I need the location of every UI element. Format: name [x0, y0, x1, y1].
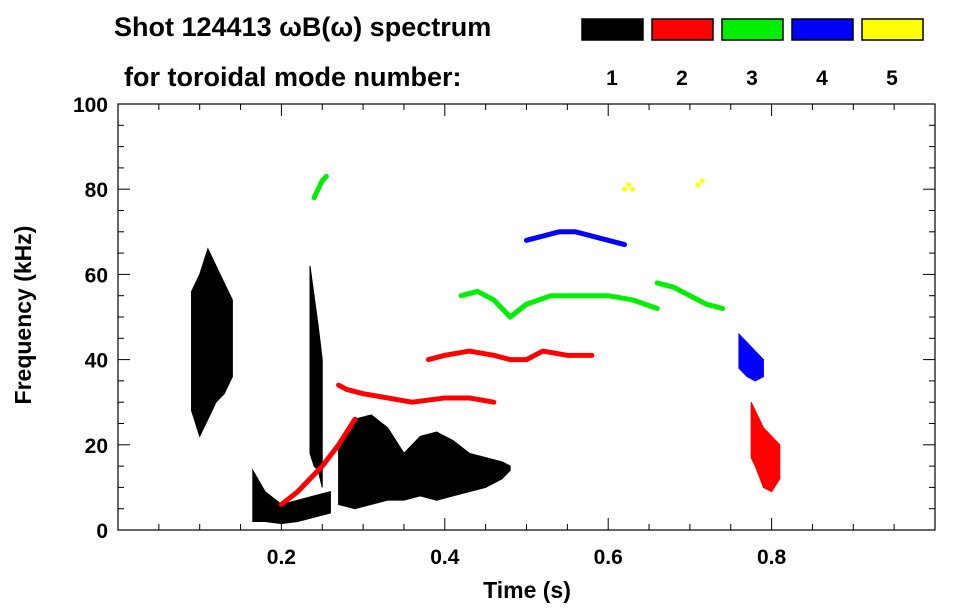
- mode-4-line-11: [524, 229, 628, 248]
- legend-label-mode-5: 5: [886, 67, 898, 90]
- mode-4-band-12: [738, 332, 764, 382]
- mode-1-band-2: [338, 414, 511, 510]
- mode-5-points-13-pt: [630, 186, 636, 192]
- mode-1-band-3: [309, 265, 323, 488]
- x-tick-label: 0.2: [267, 546, 296, 569]
- y-axis-label: Frequency (kHz): [10, 226, 36, 405]
- mode-1-band-0: [191, 247, 233, 438]
- legend-swatch-mode-3: [721, 18, 784, 41]
- mode-5-points-13-pt: [622, 186, 628, 192]
- y-tick-label: 60: [85, 264, 108, 287]
- mode-2-line-6: [278, 416, 358, 507]
- legend-swatch-mode-5: [861, 18, 924, 41]
- mode-2-line-4: [336, 382, 497, 405]
- mode-2-line-5: [425, 348, 595, 363]
- mode-5-points-13-pt: [626, 182, 632, 188]
- x-tick-label: 0.8: [757, 546, 787, 569]
- y-tick-label: 40: [85, 350, 108, 373]
- x-axis-label: Time (s): [483, 577, 571, 603]
- mode-5-points-13-pt: [695, 182, 701, 188]
- x-tick-label: 0.6: [594, 546, 623, 569]
- legend-label-mode-1: 1: [606, 67, 618, 90]
- y-tick-label: 100: [73, 94, 108, 117]
- y-tick-label: 0: [96, 520, 108, 543]
- legend-label-mode-2: 2: [676, 67, 688, 90]
- x-tick-label: 0.4: [430, 546, 460, 569]
- y-tick-label: 80: [85, 179, 108, 202]
- legend-swatch-mode-4: [791, 18, 854, 41]
- chart-title-line1: Shot 124413 ωB(ω) spectrum: [114, 12, 491, 42]
- y-tick-label: 20: [85, 435, 108, 458]
- mode-5-points-13-pt: [699, 178, 705, 184]
- legend-swatch-mode-1: [581, 18, 644, 41]
- legend-label-mode-3: 3: [746, 67, 758, 90]
- mode-3-line-8: [458, 288, 660, 320]
- chart-title-line2: for toroidal mode number:: [124, 62, 462, 92]
- mode-2-band-7: [750, 401, 781, 493]
- plot-frame: [117, 103, 936, 531]
- spectrum-data: [191, 173, 781, 525]
- legend-label-mode-4: 4: [816, 67, 828, 90]
- plot-border: [117, 103, 936, 531]
- mode-legend: 1 2 3 4 5: [581, 18, 924, 90]
- x-axis: 0.2 0.4 0.6 0.8: [158, 104, 895, 569]
- mode-3-line-10: [311, 173, 329, 201]
- legend-swatch-mode-2: [651, 18, 714, 41]
- y-axis: 0 20 40 60 80 100: [73, 94, 935, 543]
- mode-3-line-9: [654, 280, 726, 311]
